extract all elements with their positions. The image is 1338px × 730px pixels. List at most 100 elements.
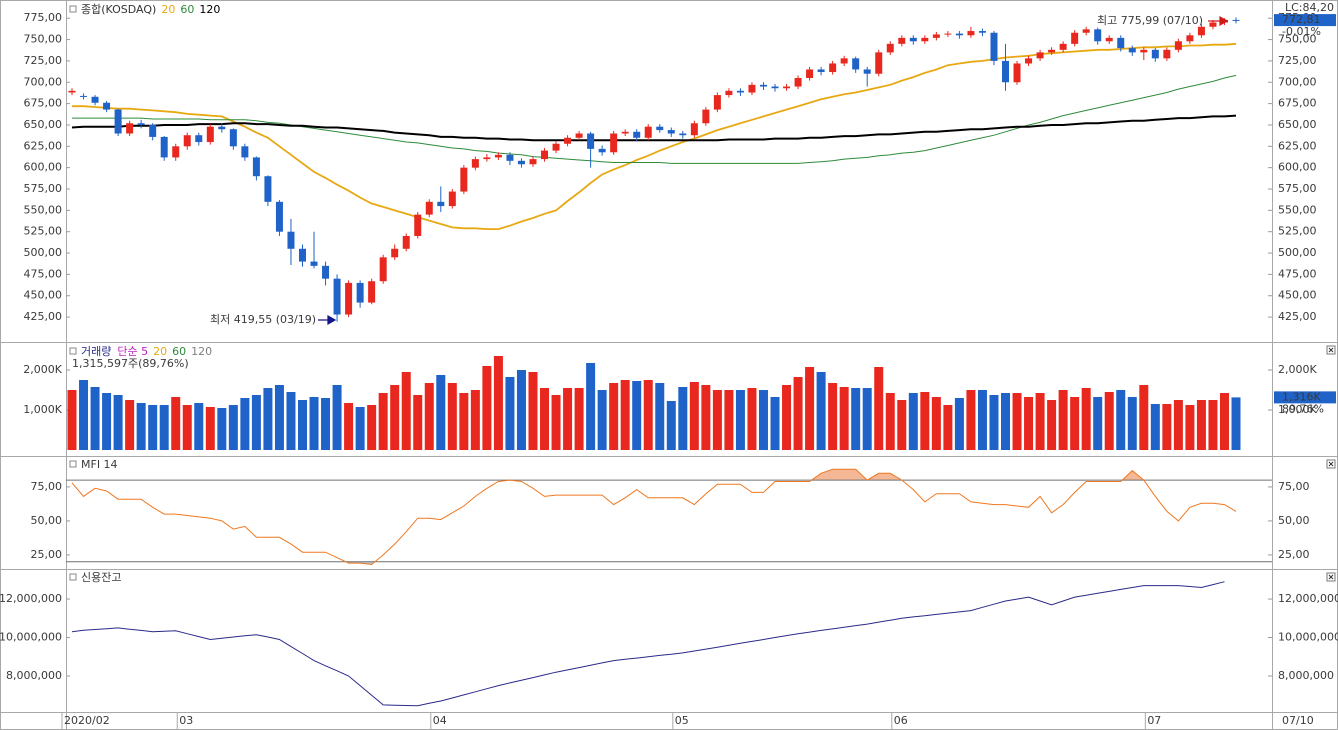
candle-body — [702, 109, 710, 124]
price-header: 종합(KOSDAQ) 20 60 120 — [81, 3, 220, 16]
y-tick-label: 8,000,000 — [6, 669, 62, 682]
panel-close[interactable] — [1326, 345, 1336, 355]
candle-body — [264, 176, 272, 202]
candle-body — [310, 261, 318, 266]
candle-body — [817, 69, 825, 73]
volume-bar — [724, 390, 734, 450]
y-tick-label: 650,00 — [24, 118, 63, 131]
y-tick-label-right: 675,00 — [1278, 97, 1317, 110]
candle-body — [379, 257, 387, 282]
volume-bar — [678, 387, 688, 450]
volume-bar — [563, 388, 573, 450]
candle-body — [80, 95, 88, 97]
candle-body — [506, 154, 514, 161]
candle-body — [517, 160, 525, 165]
volume-bar — [240, 398, 250, 450]
volume-bar — [516, 370, 526, 450]
indicator-line — [71, 581, 1225, 707]
y-tick-label-right: 50,00 — [1278, 514, 1310, 527]
candle-body — [149, 124, 157, 137]
volume-ratio-label: 89,76% — [1282, 402, 1324, 415]
volume-bar — [897, 400, 907, 450]
volume-bar — [436, 375, 446, 450]
candle-body — [598, 148, 606, 153]
volume-bar — [551, 395, 561, 450]
last-date: 07/10 — [1282, 714, 1314, 727]
volume-bar — [286, 392, 296, 450]
credit-title: 신용잔고 — [81, 571, 121, 584]
volume-bar — [1012, 393, 1022, 450]
volume-bar — [920, 392, 930, 450]
y-tick-label-right: 525,00 — [1278, 225, 1317, 238]
candle-body — [368, 281, 376, 303]
x-tick-label: 07 — [1147, 714, 1161, 727]
y-tick-label-right: 500,00 — [1278, 246, 1317, 259]
candle-body — [552, 143, 560, 151]
candle-body — [1163, 49, 1171, 59]
candle-body — [575, 133, 583, 138]
candle-body — [1013, 63, 1021, 83]
volume-bar — [171, 397, 181, 450]
candle-body — [1025, 58, 1033, 64]
volume-bar — [643, 380, 653, 450]
candle-body — [771, 86, 779, 89]
volume-bar — [1058, 390, 1068, 450]
volume-bar — [367, 405, 377, 450]
y-tick-label: 750,00 — [24, 33, 63, 46]
candle-body — [690, 123, 698, 136]
candle-body — [748, 84, 756, 93]
candle-body — [564, 137, 572, 144]
candle-body — [667, 130, 675, 134]
volume-bar — [1116, 390, 1126, 450]
y-tick-label: 475,00 — [24, 267, 63, 280]
candle-body — [345, 282, 353, 315]
candle-body — [852, 58, 860, 70]
panel-close[interactable] — [1326, 572, 1336, 582]
volume-bar — [689, 382, 699, 450]
y-tick-label-right: 2,000K — [1278, 363, 1317, 376]
candle-body — [1117, 37, 1125, 49]
volume-bar — [67, 390, 77, 450]
volume-bar — [447, 383, 457, 450]
moving-average-line — [71, 114, 1237, 142]
volume-title: 거래량 — [81, 345, 111, 358]
candle-body — [736, 90, 744, 93]
candle-body — [529, 159, 537, 165]
volume-bar — [1093, 397, 1103, 450]
volume-bar — [378, 393, 388, 450]
candle-body — [621, 131, 629, 134]
y-tick-label-right: 25,00 — [1278, 548, 1310, 561]
candle-body — [483, 157, 491, 160]
y-tick-label-right: 475,00 — [1278, 267, 1317, 280]
candle-body — [414, 214, 422, 236]
volume-bar — [1185, 405, 1195, 450]
volume-bar — [609, 383, 619, 450]
volume-bar — [194, 403, 204, 450]
volume-bar — [274, 385, 284, 450]
candle-body — [91, 96, 99, 103]
header-icon — [69, 460, 77, 468]
candle-body — [863, 69, 871, 74]
last-price-badge — [1274, 14, 1336, 27]
volume-bar — [620, 380, 630, 450]
candle-body — [448, 191, 456, 207]
y-tick-label: 50,00 — [31, 514, 63, 527]
panel-close[interactable] — [1326, 459, 1336, 469]
x-tick-label: 06 — [894, 714, 908, 727]
volume-bar — [1035, 393, 1045, 450]
volume-bar — [401, 372, 411, 450]
volume-bar — [1139, 385, 1149, 450]
candle-body — [1048, 49, 1056, 53]
candle-body — [241, 146, 249, 158]
low-annotation: 최저 419,55 (03/19) — [210, 313, 316, 326]
volume-bar — [1104, 392, 1114, 450]
volume-bar — [90, 387, 100, 450]
volume-bar — [528, 372, 538, 450]
candle-body — [1036, 52, 1044, 59]
ma-legend: 단순 5 — [117, 345, 148, 358]
y-tick-label: 550,00 — [24, 203, 63, 216]
volume-bar — [874, 367, 884, 450]
mfi-title: MFI 14 — [81, 458, 118, 471]
